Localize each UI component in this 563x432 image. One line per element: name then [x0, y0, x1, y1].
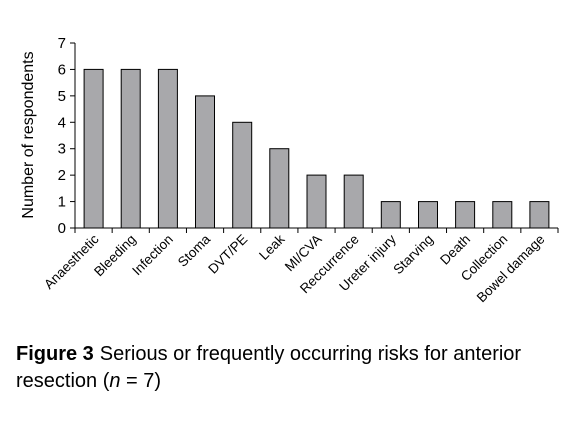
bar-anaesthetic: [83, 68, 104, 229]
bar-collection: [492, 201, 513, 229]
x-tick-label: Starving: [390, 232, 436, 278]
bar-death: [455, 201, 476, 229]
x-tick-label: Leak: [256, 231, 287, 262]
bar-reccurrence: [343, 174, 364, 229]
bars-group: [83, 68, 550, 229]
y-tick-label: 3: [58, 141, 66, 158]
caption-text-2: = 7): [120, 370, 162, 392]
bar-leak: [269, 148, 290, 229]
y-axis: 0 1 2 3 4 5 6 7: [58, 35, 76, 237]
bar-chart: 0 1 2 3 4 5 6 7 AnaestheticBleedingInfectionSto…: [20, 35, 559, 306]
y-axis-label: Number of respondents: [20, 51, 37, 218]
bar-infection: [157, 68, 178, 229]
caption-text-1: Serious or frequently occurring risks fo…: [16, 343, 522, 392]
figure-caption: Figure 3 Serious or frequently occurring …: [16, 341, 556, 395]
figure-label: Figure 3: [16, 343, 94, 365]
x-tick-label: Anaesthetic: [41, 231, 102, 292]
y-tick-label: 5: [58, 88, 66, 105]
bar-bleeding: [120, 68, 141, 229]
bar-bowel-damage: [529, 201, 550, 229]
caption-n-variable: n: [109, 370, 121, 392]
bar-mi-cva: [306, 174, 327, 229]
bar-stoma: [195, 95, 215, 229]
y-tick-label: 7: [58, 35, 66, 52]
bar-ureter-injury: [380, 201, 401, 229]
x-tick-label: DVT/PE: [205, 232, 250, 277]
bar-dvt-pe: [232, 121, 253, 229]
y-tick-label: 1: [58, 194, 66, 211]
bar-starving: [418, 201, 438, 229]
x-tick-label: Infection: [129, 232, 176, 279]
x-tick-label: Bowel damage: [474, 232, 548, 306]
y-tick-label: 0: [58, 220, 66, 237]
y-tick-label: 6: [58, 61, 66, 78]
y-tick-label: 4: [58, 114, 66, 131]
y-tick-label: 2: [58, 167, 66, 184]
